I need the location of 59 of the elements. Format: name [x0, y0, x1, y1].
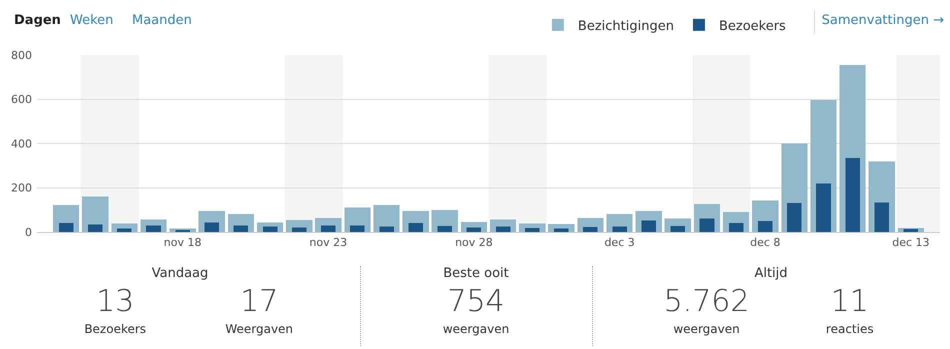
x-tick-label: nov 28 — [455, 236, 493, 250]
bar — [292, 227, 306, 232]
bar — [88, 224, 103, 232]
bar — [554, 228, 569, 232]
x-tick-label: nov 18 — [164, 236, 202, 250]
text: 17 — [239, 284, 280, 319]
bar — [612, 226, 627, 232]
bar — [874, 202, 890, 232]
text: Dagen — [14, 13, 61, 28]
x-tick-label: dec 8 — [750, 236, 780, 250]
bar — [496, 226, 510, 232]
x-tick-label: dec 13 — [892, 236, 930, 250]
text: 11 — [830, 284, 870, 319]
bar — [787, 203, 802, 232]
bar — [466, 227, 482, 232]
bar — [262, 226, 278, 232]
y-tick-label: 200 — [11, 182, 32, 195]
text: reacties — [824, 322, 875, 336]
text: Weken — [70, 13, 114, 28]
text: weergaven — [672, 322, 741, 336]
text: 13 — [95, 284, 136, 319]
bar — [438, 226, 452, 232]
bar — [758, 221, 773, 232]
text: Vandaag — [150, 266, 210, 281]
text: Maanden — [132, 13, 192, 28]
text: 754 — [446, 284, 506, 319]
bar — [350, 225, 365, 232]
bar — [146, 225, 161, 232]
bar — [321, 225, 336, 232]
bar — [728, 223, 744, 232]
bar — [904, 229, 918, 232]
text: weergaven — [442, 322, 510, 336]
bar — [641, 220, 656, 232]
bar — [204, 222, 220, 232]
bar — [58, 223, 74, 232]
bar — [700, 218, 714, 232]
x-tick-label: dec 3 — [604, 236, 635, 250]
text: 5.762 — [662, 284, 750, 319]
y-tick-label: 0 — [25, 226, 32, 239]
bar — [379, 226, 394, 232]
text: Weergaven — [224, 322, 294, 336]
bar — [524, 228, 540, 232]
bar — [408, 223, 423, 232]
text: Samenvattingen → — [822, 13, 944, 28]
text: Beste ooit — [442, 266, 510, 281]
bar — [234, 225, 248, 232]
bar — [583, 227, 598, 232]
bar — [670, 226, 686, 232]
x-tick-label: nov 23 — [309, 236, 348, 250]
y-tick-label: 800 — [11, 48, 32, 62]
y-tick-label: 600 — [11, 93, 32, 106]
bar — [816, 184, 831, 232]
text: Bezoekers — [83, 322, 148, 336]
bar — [117, 228, 132, 232]
text: Altijd — [753, 266, 789, 281]
y-tick-label: 400 — [11, 137, 32, 150]
legend-label: Bezoekers — [718, 18, 786, 34]
legend-label: Bezichtigingen — [578, 18, 674, 34]
bar — [845, 158, 860, 232]
